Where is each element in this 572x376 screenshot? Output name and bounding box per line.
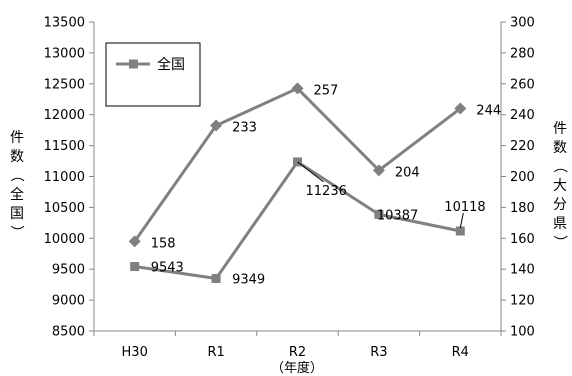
axis-title-char: 全 xyxy=(10,186,24,203)
left-axis-title: 件数 （ 全国 ） xyxy=(8,130,24,239)
left-tick-label: 13500 xyxy=(44,16,85,31)
diamond-marker xyxy=(454,102,467,115)
series-lines xyxy=(133,86,462,281)
left-tick-label: 8500 xyxy=(52,325,85,340)
right-tick-label: 200 xyxy=(510,170,535,185)
leader-line xyxy=(459,212,464,229)
axis-title-char: 大 xyxy=(553,178,567,194)
square-marker xyxy=(374,209,384,219)
data-label: 11236 xyxy=(306,184,347,199)
left-tick-label: 9000 xyxy=(52,294,85,309)
left-tick-label: 12000 xyxy=(44,108,85,123)
square-marker xyxy=(211,274,221,284)
right-tick-label: 240 xyxy=(510,108,535,123)
legend: 全国 xyxy=(105,42,201,107)
left-tick-label: 10000 xyxy=(44,232,85,247)
left-tick-label: 12500 xyxy=(44,77,85,92)
right-tick-label: 220 xyxy=(510,139,535,154)
axis-title-char: ） xyxy=(8,225,24,239)
axis-title-char: 数 xyxy=(553,140,567,156)
data-label: 257 xyxy=(314,83,339,98)
x-tick-label: R4 xyxy=(452,345,469,360)
data-label: 204 xyxy=(395,165,420,180)
left-tick-label: 9500 xyxy=(52,263,85,278)
axis-title-char: （ xyxy=(8,168,24,182)
square-marker xyxy=(130,262,140,272)
legend-square-marker xyxy=(129,59,138,69)
axis-title-char: 件 xyxy=(10,130,24,146)
x-tick-label: H30 xyxy=(122,345,148,360)
right-axis-title: 件数 （ 大分県 ） xyxy=(551,121,567,249)
left-axis-ticks: 8500 9000 9500 10000 10500 11000 11500 12000 125… xyxy=(44,16,94,340)
left-tick-label: 10500 xyxy=(44,201,85,216)
right-axis-ticks: 100 120 140 160 180 200 220 240 260 280 300 xyxy=(501,16,535,340)
data-label: 10118 xyxy=(444,200,485,215)
data-label: 9543 xyxy=(151,261,184,276)
axis-title-char: 件 xyxy=(553,121,567,137)
diamond-marker xyxy=(128,235,141,248)
right-tick-label: 260 xyxy=(510,77,535,92)
right-tick-label: 100 xyxy=(510,325,535,340)
diamond-marker xyxy=(372,164,385,177)
x-tick-label: R3 xyxy=(370,345,387,360)
right-tick-label: 140 xyxy=(510,263,535,278)
legend-box xyxy=(105,42,201,107)
data-label: 9349 xyxy=(232,273,265,288)
x-tick-label: R2 xyxy=(289,345,306,360)
x-axis-ticks: H30 R1 R2 R3 R4 xyxy=(93,331,502,360)
axis-title-char: 県 xyxy=(553,216,567,232)
legend-entry: 全国 xyxy=(157,56,185,73)
right-tick-label: 280 xyxy=(510,46,535,61)
left-tick-label: 11500 xyxy=(44,139,85,154)
diamond-marker xyxy=(291,82,304,95)
data-labels: 9543 9349 11236 10387 10118 158 233 257 204 244 xyxy=(151,83,501,287)
left-tick-label: 13000 xyxy=(44,46,85,61)
axis-title-char: 分 xyxy=(553,197,567,213)
series-markers xyxy=(128,82,467,284)
x-axis-title: （年度） xyxy=(271,360,323,376)
x-tick-label: R1 xyxy=(207,345,224,360)
square-marker xyxy=(455,226,465,236)
right-tick-label: 180 xyxy=(510,201,535,216)
axis-title-char: 数 xyxy=(10,149,24,165)
data-label: 244 xyxy=(476,104,501,119)
data-label: 158 xyxy=(151,236,176,251)
left-tick-label: 11000 xyxy=(44,170,85,185)
axis-title-char: （ xyxy=(551,159,567,173)
right-tick-label: 300 xyxy=(510,16,535,31)
diamond-marker xyxy=(210,119,223,132)
axis-title-char: 国 xyxy=(10,206,24,222)
right-tick-label: 120 xyxy=(510,294,535,309)
leader-line xyxy=(297,161,324,183)
right-tick-label: 160 xyxy=(510,232,535,247)
axis-title-char: ） xyxy=(551,235,567,249)
data-label: 233 xyxy=(232,121,257,136)
data-label: 10387 xyxy=(377,208,418,223)
